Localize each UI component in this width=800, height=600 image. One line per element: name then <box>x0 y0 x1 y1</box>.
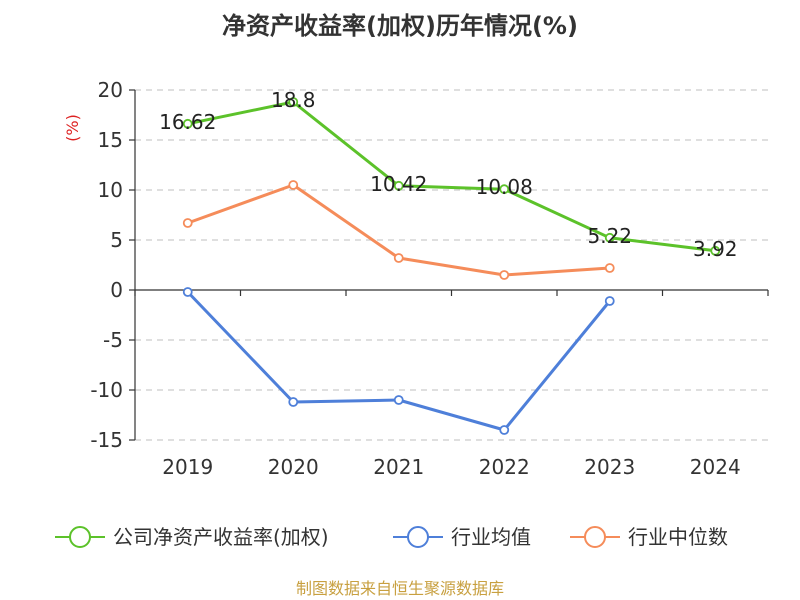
axes: 20 15 10 5 0 -5 -10 -15 2019 2020 2021 2022 2023 2024 <box>90 78 769 479</box>
y-tick-label: 20 <box>98 78 123 102</box>
series-line <box>187 100 716 253</box>
legend-item-1: 行业均值 <box>393 525 531 549</box>
data-point <box>604 232 615 243</box>
series-2 <box>182 180 615 280</box>
data-point <box>393 180 404 191</box>
data-point <box>182 287 193 297</box>
data-label: 18.8 <box>271 88 316 112</box>
legend-marker <box>407 526 429 548</box>
legend-label: 行业中位数 <box>628 525 728 549</box>
series-line <box>186 290 611 432</box>
x-tick-label: 2019 <box>162 455 213 479</box>
data-point <box>182 218 193 228</box>
data-point <box>710 245 721 256</box>
data-label: 3.92 <box>693 237 738 261</box>
y-tick-label: 5 <box>110 228 123 252</box>
legend: 公司净资产收益率(加权) 行业均值 行业中位数 <box>55 525 728 549</box>
legend-item-0: 公司净资产收益率(加权) <box>55 525 329 549</box>
data-point <box>604 263 615 273</box>
data-point <box>499 270 510 280</box>
data-label: 5.22 <box>587 224 632 248</box>
x-tick-label: 2024 <box>690 455 741 479</box>
data-label: 10.42 <box>370 172 427 196</box>
chart-title: 净资产收益率(加权)历年情况(%) <box>222 12 578 40</box>
series-1 <box>182 287 615 435</box>
x-tick-label: 2020 <box>268 455 319 479</box>
data-labels: 16.62 18.8 10.42 10.08 5.22 3.92 <box>159 88 737 261</box>
legend-item-2: 行业中位数 <box>570 525 728 549</box>
data-point <box>393 395 404 405</box>
data-point <box>604 296 615 306</box>
x-tick-label: 2023 <box>584 455 635 479</box>
y-axis-label: (%) <box>63 114 82 142</box>
legend-label: 公司净资产收益率(加权) <box>113 525 329 549</box>
data-point <box>288 180 299 190</box>
y-tick-label: -15 <box>90 428 123 452</box>
data-point <box>288 97 299 107</box>
legend-marker <box>69 526 91 548</box>
y-tick-label: 10 <box>98 178 123 202</box>
data-point <box>393 253 404 263</box>
data-point <box>182 118 193 129</box>
x-tick-label: 2022 <box>479 455 530 479</box>
x-tick-label: 2021 <box>373 455 424 479</box>
data-point <box>288 397 299 407</box>
y-tick-label: 0 <box>110 278 123 302</box>
data-point <box>499 425 510 435</box>
data-point <box>499 184 510 195</box>
legend-label: 行业均值 <box>451 525 531 549</box>
y-tick-label: 15 <box>98 128 123 152</box>
series-0 <box>182 97 721 256</box>
y-tick-label: -5 <box>103 328 123 352</box>
data-label: 10.08 <box>476 175 533 199</box>
data-label: 16.62 <box>159 110 216 134</box>
y-tick-label: -10 <box>90 378 123 402</box>
series <box>182 97 721 435</box>
source-note: 制图数据来自恒生聚源数据库 <box>296 579 504 598</box>
legend-marker <box>584 526 606 548</box>
